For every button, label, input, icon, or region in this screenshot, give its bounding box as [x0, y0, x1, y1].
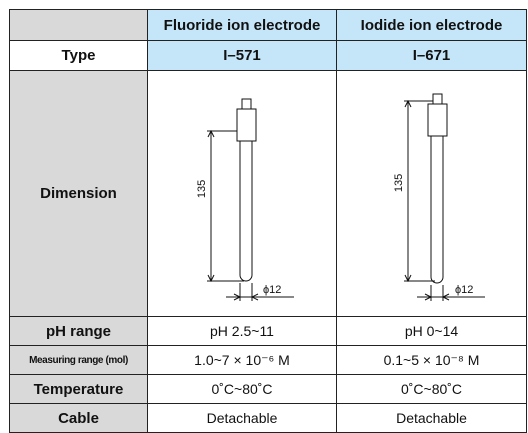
electrode-drawing: 135 ϕ12	[393, 93, 485, 301]
header-cell: Iodide ion electrode	[336, 9, 527, 41]
corner-cell	[9, 9, 148, 41]
body	[427, 103, 448, 137]
tube	[239, 141, 253, 282]
electrode-drawing: 135 ϕ12	[196, 98, 294, 301]
drawing-cell: 135 ϕ12	[336, 70, 527, 317]
type-cell: I–671	[336, 40, 527, 71]
body	[236, 108, 257, 142]
dimension-row: Dimension 135 ϕ12	[9, 70, 527, 317]
row-label: Type	[9, 40, 148, 71]
data-row: pH range pH 2.5~11 pH 0~14	[9, 316, 527, 346]
cap	[432, 93, 443, 105]
diameter-label: ϕ12	[455, 284, 473, 296]
row-label: pH range	[9, 316, 148, 346]
value-cell: Detachable	[147, 403, 337, 433]
arrows	[207, 129, 215, 283]
tube	[430, 136, 444, 284]
value-cell: 0.1~5 × 10⁻⁸ M	[336, 345, 527, 375]
data-row: Measuring range (mol) 1.0~7 × 10⁻⁶ M 0.1…	[9, 345, 527, 375]
diameter-label: ϕ12	[263, 284, 281, 296]
arrows	[424, 293, 450, 301]
value-cell: pH 0~14	[336, 316, 527, 346]
header-row: Fluoride ion electrode Iodide ion electr…	[9, 9, 527, 41]
type-cell: I–571	[147, 40, 337, 71]
row-label: Temperature	[9, 374, 148, 404]
value-cell: Detachable	[336, 403, 527, 433]
drawing-cell: 135 ϕ12	[147, 70, 337, 317]
value-cell: 0˚C~80˚C	[147, 374, 337, 404]
cap	[241, 98, 252, 110]
length-label: 135	[196, 180, 208, 198]
row-label: Cable	[9, 403, 148, 433]
value-cell: pH 2.5~11	[147, 316, 337, 346]
value-cell: 0˚C~80˚C	[336, 374, 527, 404]
spec-table: Fluoride ion electrode Iodide ion electr…	[9, 9, 527, 433]
row-label: Dimension	[9, 70, 148, 317]
data-row: Cable Detachable Detachable	[9, 403, 527, 433]
data-row: Temperature 0˚C~80˚C 0˚C~80˚C	[9, 374, 527, 404]
arrows	[233, 293, 259, 301]
header-cell: Fluoride ion electrode	[147, 9, 337, 41]
value-cell: 1.0~7 × 10⁻⁶ M	[147, 345, 337, 375]
length-label: 135	[393, 174, 405, 192]
arrows	[404, 99, 412, 283]
row-label: Measuring range (mol)	[9, 345, 148, 375]
type-row: Type I–571 I–671	[9, 40, 527, 71]
